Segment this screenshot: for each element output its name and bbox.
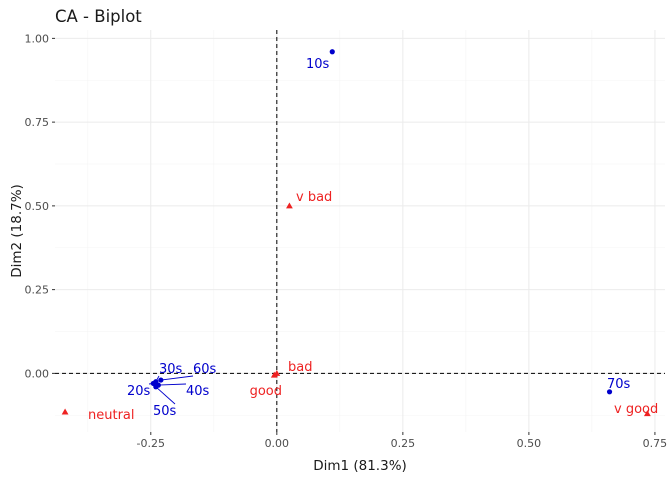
point-label: 70s <box>607 377 631 392</box>
point-label: 20s <box>127 384 151 399</box>
point-label: 40s <box>186 384 210 399</box>
point-label: 60s <box>193 362 217 377</box>
point-v-bad <box>286 202 293 209</box>
x-tick-label: 0.00 <box>265 437 290 450</box>
chart-title: CA - Biplot <box>55 7 142 26</box>
point-v-good <box>643 410 651 417</box>
point-label: good <box>250 384 282 399</box>
point-label: 50s <box>153 404 177 419</box>
x-tick-label: -0.25 <box>137 437 165 450</box>
x-tick-label: 0.75 <box>643 437 668 450</box>
point-label: v good <box>614 402 658 417</box>
point-label: v bad <box>296 190 332 205</box>
point-70s <box>606 389 613 395</box>
label-segment <box>155 386 176 405</box>
point-label: 10s <box>306 57 330 72</box>
x-tick-label: 0.50 <box>517 437 542 450</box>
y-tick-label: 0.25 <box>25 284 50 297</box>
x-axis-title: Dim1 (81.3%) <box>313 458 407 474</box>
label-segment <box>160 375 194 381</box>
y-tick-label: 0.00 <box>25 367 50 380</box>
point-good <box>270 371 278 378</box>
label-segment <box>158 383 187 386</box>
point-label: neutral <box>88 408 135 423</box>
y-tick-label: 0.50 <box>25 200 50 213</box>
point-60s <box>158 377 164 383</box>
point-neutral <box>61 408 69 415</box>
point-label: bad <box>288 360 312 375</box>
point-label: 30s <box>159 362 183 377</box>
y-tick-label: 1.00 <box>25 32 50 45</box>
y-tick-label: 0.75 <box>25 116 50 129</box>
y-axis-title: Dim2 (18.7%) <box>9 184 25 278</box>
point-10s <box>329 49 335 55</box>
point-50s <box>153 384 159 390</box>
x-tick-label: 0.25 <box>391 437 416 450</box>
